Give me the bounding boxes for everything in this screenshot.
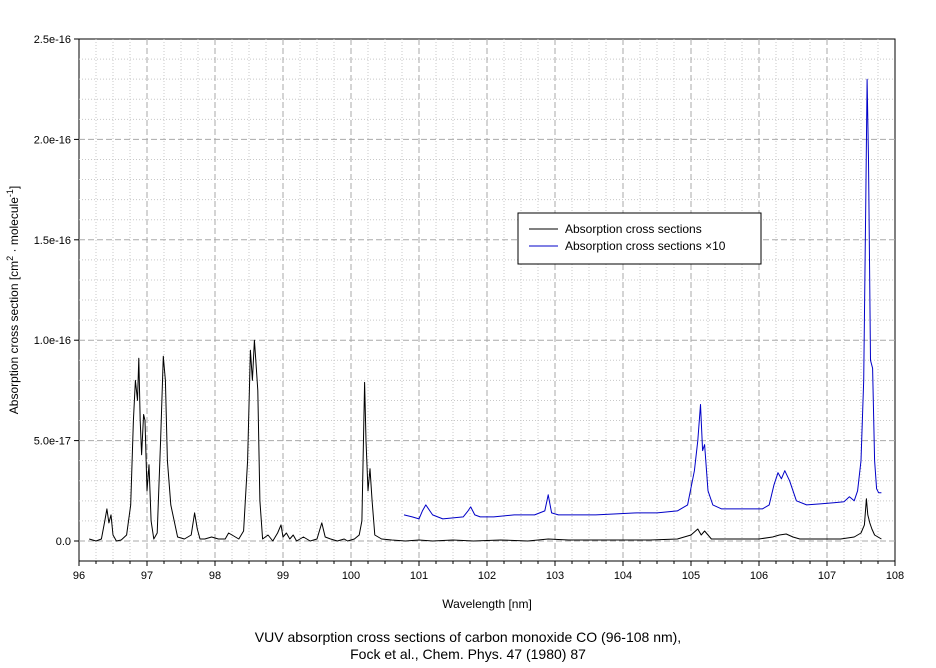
x-axis-label: Wavelength [nm] [442, 597, 532, 611]
x-tick-label: 97 [141, 570, 153, 582]
y-axis-label: Absorption cross section [cm2 · molecule… [5, 186, 21, 414]
grid-major [79, 39, 895, 561]
x-tick-label: 107 [818, 570, 836, 582]
y-tick-label: 2.5e-16 [34, 34, 71, 46]
caption-line-2: Fock et al., Chem. Phys. 47 (1980) 87 [350, 646, 586, 662]
y-axis-ticks: 0.0 5.0e-17 1.0e-16 1.5e-16 2.0e-16 2.5e-16 [34, 34, 79, 548]
x-tick-label: 105 [682, 570, 700, 582]
legend-label-absorption-x10: Absorption cross sections ×10 [565, 239, 726, 253]
series-lines [89, 78, 882, 542]
y-tick-label: 1.5e-16 [34, 235, 71, 247]
x-tick-label: 101 [410, 570, 428, 582]
y-tick-label: 2.0e-16 [34, 134, 71, 146]
y-tick-label: 5.0e-17 [34, 436, 71, 448]
legend-box [517, 212, 762, 265]
x-tick-label: 96 [73, 570, 85, 582]
x-tick-label: 102 [478, 570, 496, 582]
y-tick-label: 0.0 [56, 536, 71, 548]
x-tick-label: 108 [886, 570, 904, 582]
chart: 96 97 98 99 100 101 102 103 104 105 106 107 108 0.0 5… [5, 34, 904, 611]
x-tick-label: 104 [614, 570, 632, 582]
x-axis-ticks: 96 97 98 99 100 101 102 103 104 105 106 107 108 [73, 561, 904, 582]
legend-label-absorption: Absorption cross sections [565, 222, 702, 236]
y-tick-label: 1.0e-16 [34, 335, 71, 347]
x-tick-label: 100 [342, 570, 360, 582]
series-line-absorption-x10 [403, 78, 882, 520]
x-tick-label: 99 [277, 570, 289, 582]
caption-line-1: VUV absorption cross sections of carbon … [254, 629, 682, 645]
series-line-absorption [89, 339, 882, 542]
x-tick-label: 106 [750, 570, 768, 582]
x-tick-label: 103 [546, 570, 564, 582]
x-tick-label: 98 [209, 570, 221, 582]
legend: Absorption cross sections Absorption cro… [517, 212, 762, 265]
